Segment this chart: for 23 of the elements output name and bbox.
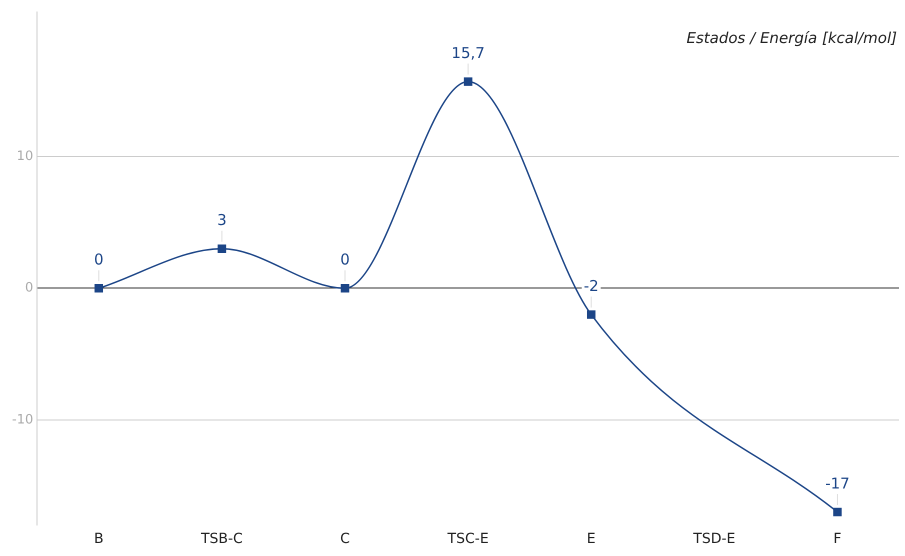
data-label: -2 — [584, 276, 599, 295]
point — [833, 508, 842, 516]
x-tick-label: TSB-C — [200, 531, 244, 548]
x-tick-label: F — [833, 531, 842, 548]
data-label: 0 — [94, 250, 104, 269]
x-tick-label: TSD-E — [692, 531, 736, 548]
point — [464, 77, 472, 86]
y-tick-label: 0 — [24, 280, 34, 296]
point — [218, 244, 226, 253]
x-tick-label: E — [586, 531, 596, 548]
point — [586, 310, 596, 319]
y-tick-label: 10 — [16, 148, 34, 164]
y-tick-label: -10 — [12, 412, 34, 428]
x-tick-label: TSC-E — [446, 531, 489, 548]
text: Estados / Energía [kcal/mol] — [686, 29, 898, 48]
point — [94, 284, 104, 292]
data-label: 0 — [340, 250, 350, 269]
point — [340, 284, 350, 292]
x-tick-label: B — [94, 531, 104, 548]
data-label: 15,7 — [451, 44, 485, 62]
data-label: -17 — [825, 474, 850, 492]
data-label: 3 — [217, 211, 227, 230]
x-tick-label: C — [340, 531, 350, 548]
